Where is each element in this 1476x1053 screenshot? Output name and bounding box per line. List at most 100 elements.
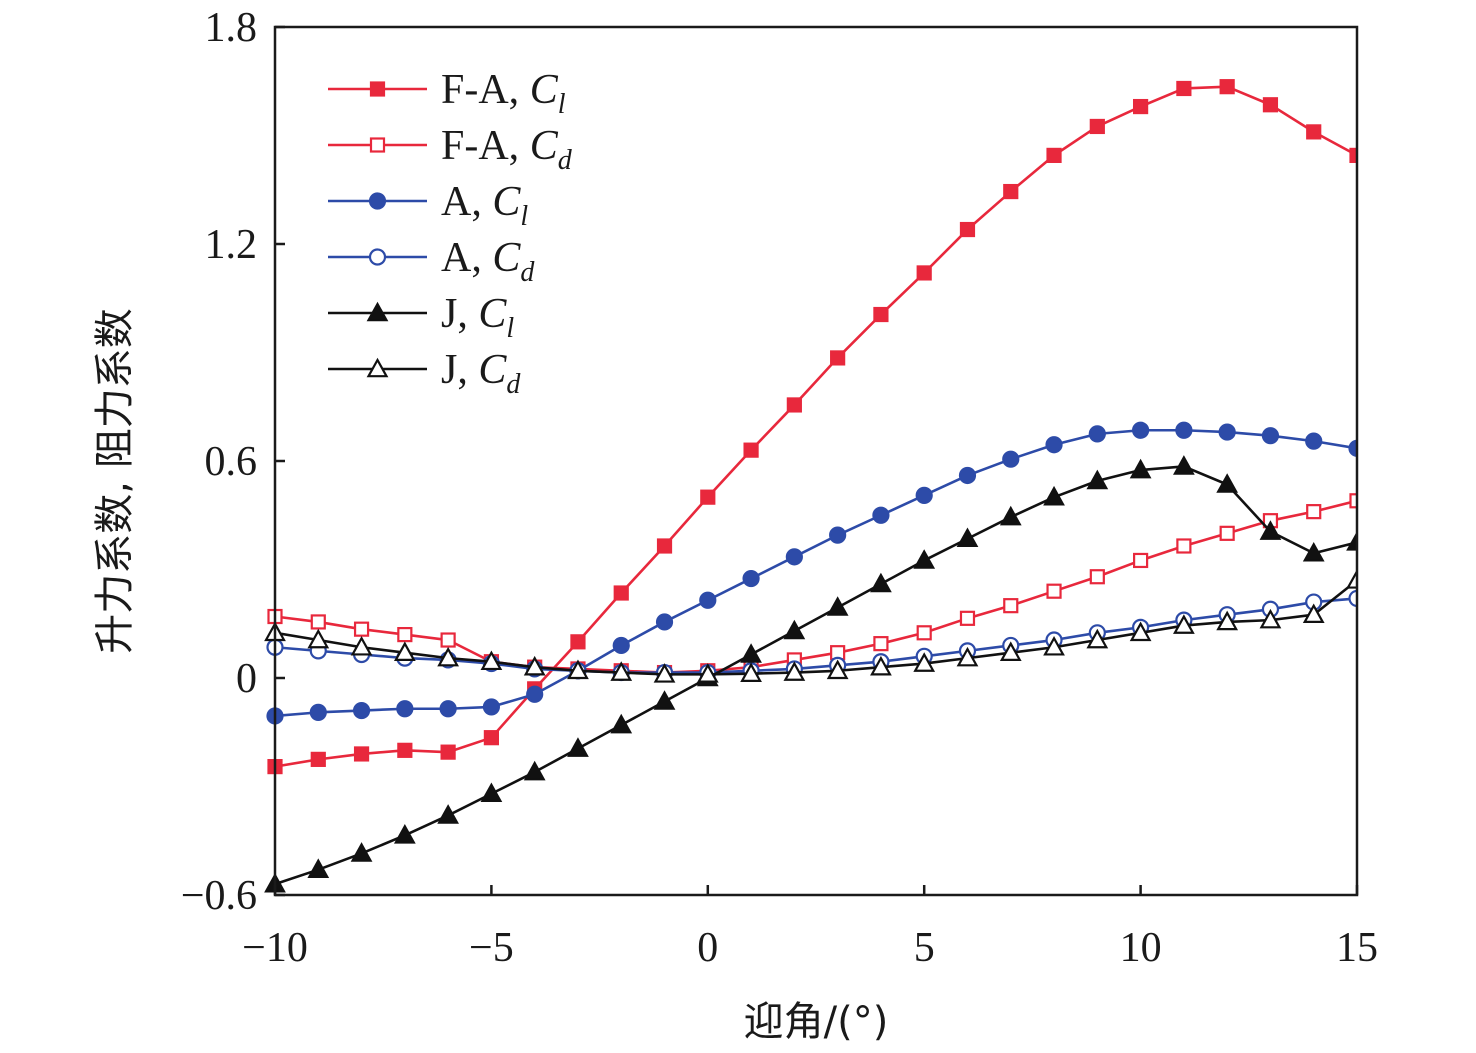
x-tick-label: 5 — [914, 925, 935, 971]
data-point-a-cl — [482, 698, 500, 716]
data-point-j-cd — [696, 663, 719, 683]
data-point-f-a-cd — [353, 621, 370, 637]
data-point-f-a-cl — [613, 585, 629, 601]
legend-marker-j-cl — [366, 301, 389, 322]
legend-marker-f-a-cl — [369, 81, 386, 97]
data-point-f-a-cl — [483, 730, 499, 746]
series-line-a-cl — [274, 428, 1357, 718]
data-point-j-cd — [1259, 608, 1282, 629]
data-point-j-cl — [826, 596, 849, 616]
x-axis-title: 迎角/(°) — [744, 999, 889, 1045]
series-j-cd — [264, 569, 1357, 683]
data-point-f-a-cl — [786, 397, 802, 413]
data-point-a-cl — [1348, 439, 1357, 457]
data-point-a-cl — [352, 701, 371, 720]
data-point-a-cl — [872, 506, 890, 524]
data-point-a-cl — [1218, 423, 1236, 441]
data-point-j-cd — [1043, 635, 1065, 656]
data-point-j-cd — [1173, 614, 1195, 634]
y-axis-title: 升力系数, 阻力系数 — [92, 308, 138, 653]
data-point-f-a-cl — [1089, 118, 1105, 135]
data-point-a-cl — [742, 569, 760, 588]
data-point-a-cl — [396, 700, 414, 718]
data-point-j-cd — [826, 659, 849, 680]
data-point-j-cd — [480, 650, 503, 671]
x-tick-label: −5 — [469, 925, 514, 971]
data-point-f-a-cl — [1349, 147, 1357, 163]
series-layer — [264, 79, 1357, 893]
data-point-j-cl — [783, 619, 806, 640]
series-line-a-cd — [274, 597, 1357, 674]
data-point-f-a-cd — [916, 625, 932, 641]
data-point-j-cl — [913, 549, 936, 569]
x-tick-label: −10 — [242, 925, 308, 971]
data-point-a-cl — [1002, 450, 1020, 468]
data-point-j-cl — [956, 527, 979, 548]
data-point-j-cl — [1173, 455, 1195, 475]
data-point-f-a-cl — [1219, 79, 1235, 95]
data-point-j-cl — [480, 782, 503, 803]
legend-label-j-cd: J, Cd — [441, 347, 521, 400]
series-line-j-cd — [274, 579, 1357, 676]
data-point-j-cl — [1346, 531, 1357, 551]
data-point-a-cl — [612, 636, 630, 655]
data-point-j-cd — [999, 641, 1022, 661]
data-point-f-a-cl — [1046, 147, 1062, 163]
data-point-j-cd — [437, 646, 459, 667]
data-point-j-cd — [1346, 569, 1357, 589]
data-point-f-a-cl — [440, 744, 456, 760]
data-point-f-a-cl — [700, 489, 716, 505]
data-point-j-cl — [1302, 541, 1325, 562]
series-a-cd — [266, 589, 1357, 682]
y-tick-label: 1.2 — [205, 222, 258, 268]
data-point-j-cl — [350, 842, 373, 862]
series-f-a-cl — [267, 79, 1357, 775]
data-point-a-cl — [785, 548, 803, 566]
data-point-a-cd — [1348, 589, 1357, 608]
x-tick-label: 10 — [1120, 925, 1162, 971]
data-point-f-a-cd — [1306, 504, 1322, 520]
data-point-j-cl — [870, 572, 892, 593]
data-point-a-cl — [915, 486, 933, 504]
legend-item-j-cd: J, Cd — [328, 347, 521, 400]
data-point-f-a-cl — [656, 538, 673, 554]
data-point-a-cl — [1305, 432, 1323, 450]
data-point-f-a-cl — [830, 350, 846, 366]
data-point-j-cd — [610, 661, 633, 681]
legend-item-f-a-cd: F-A, Cd — [328, 123, 573, 176]
data-point-f-a-cl — [570, 634, 586, 650]
data-point-j-cd — [956, 646, 979, 667]
ticks-layer: −10 −5 0 5 10 15 −0.6 0 0.6 1.2 1.8 — [181, 5, 1378, 971]
legend-label-f-a-cl: F-A, Cl — [441, 67, 566, 120]
data-point-j-cd — [1086, 628, 1109, 649]
data-point-j-cd — [783, 661, 806, 681]
legend-label-a-cl: A, Cl — [441, 179, 528, 232]
y-tick-label: 1.8 — [205, 5, 258, 51]
legend-marker-j-cd — [366, 357, 389, 378]
data-point-f-a-cl — [873, 306, 889, 323]
data-point-f-a-cd — [873, 636, 889, 652]
data-point-f-a-cl — [1262, 97, 1279, 113]
data-point-f-a-cd — [1349, 493, 1357, 509]
data-point-j-cl — [999, 505, 1022, 526]
data-point-f-a-cl — [1176, 80, 1192, 97]
data-point-j-cl — [307, 858, 330, 878]
data-point-a-cl — [1045, 436, 1063, 454]
legend-item-a-cl: A, Cl — [328, 179, 528, 232]
data-point-j-cl — [1259, 520, 1282, 540]
legend-item-f-a-cl: F-A, Cl — [328, 67, 566, 120]
data-point-j-cd — [653, 663, 676, 683]
data-point-f-a-cl — [310, 751, 326, 767]
y-tick-label: 0 — [236, 656, 257, 702]
data-point-j-cd — [1129, 621, 1152, 642]
data-point-j-cd — [1302, 603, 1325, 624]
data-point-f-a-cl — [1306, 124, 1322, 140]
data-point-j-cl — [740, 643, 762, 663]
series-line-f-a-cd — [274, 499, 1357, 674]
y-tick-label: −0.6 — [181, 873, 257, 919]
data-point-j-cd — [523, 655, 546, 676]
data-point-j-cl — [567, 737, 589, 757]
data-point-a-cl — [699, 591, 717, 609]
data-point-j-cd — [393, 641, 416, 661]
